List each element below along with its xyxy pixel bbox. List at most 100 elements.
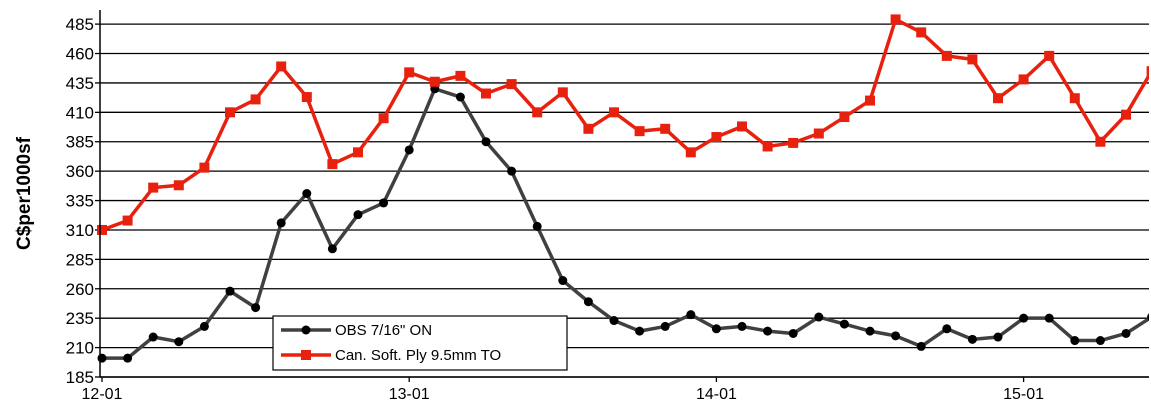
data-point: [148, 182, 159, 193]
data-point: [429, 76, 440, 87]
data-point: [967, 334, 977, 344]
data-point: [634, 126, 645, 137]
data-point: [1044, 50, 1055, 61]
data-point: [97, 224, 107, 235]
y-tick-label: 435: [66, 74, 94, 93]
data-point: [839, 112, 850, 123]
data-point: [327, 159, 338, 170]
data-point: [225, 286, 235, 296]
data-point: [557, 87, 568, 98]
series-1: [97, 14, 1149, 235]
data-point: [481, 137, 491, 147]
data-point: [199, 162, 210, 173]
data-point: [174, 337, 184, 347]
data-point: [173, 180, 184, 191]
data-point: [762, 141, 773, 152]
y-axis-ticks: 185 210 235 260 285 310 335 360 385 410 435 460 485: [66, 15, 100, 387]
data-point: [455, 70, 466, 81]
data-point: [891, 331, 901, 341]
y-tick-label: 410: [66, 103, 94, 122]
y-tick-label: 310: [66, 221, 94, 240]
data-point: [1044, 313, 1054, 323]
data-point: [251, 303, 261, 313]
y-tick-label: 385: [66, 133, 94, 152]
data-point: [532, 107, 543, 118]
data-point: [635, 326, 645, 336]
data-point: [583, 123, 594, 134]
data-point: [532, 221, 542, 231]
data-point: [1121, 109, 1131, 120]
y-tick-label: 335: [66, 192, 94, 211]
legend: OBS 7/16" ON Can. Soft. Ply 9.5mm TO: [272, 315, 568, 371]
y-tick-label: 260: [66, 280, 94, 299]
y-axis-label: C$per1000sf: [14, 136, 35, 250]
data-point: [942, 324, 952, 334]
series-line: [101, 17, 1149, 232]
data-point: [148, 332, 158, 342]
data-point: [916, 27, 927, 38]
data-point: [199, 321, 209, 331]
data-point: [609, 316, 619, 326]
data-point: [1095, 336, 1105, 346]
data-point: [763, 326, 773, 336]
data-point: [993, 332, 1003, 342]
legend-box: [272, 315, 568, 371]
data-point: [302, 189, 312, 198]
data-point: [1069, 93, 1080, 104]
data-point: [276, 218, 286, 228]
data-point: [686, 310, 696, 320]
data-point: [685, 147, 696, 158]
data-point: [788, 328, 798, 338]
data-point: [583, 297, 593, 307]
data-point: [250, 94, 261, 105]
x-tick-label: 13-01: [389, 386, 430, 403]
data-point: [1018, 74, 1029, 85]
data-point: [507, 166, 517, 176]
data-point: [353, 210, 363, 220]
data-point: [1121, 328, 1131, 338]
legend-label: OBS 7/16" ON: [335, 322, 432, 339]
data-point: [123, 353, 133, 363]
data-point: [353, 147, 363, 158]
x-tick-label: 15-01: [1003, 386, 1044, 403]
legend-label: Can. Soft. Ply 9.5mm TO: [335, 347, 501, 364]
data-point: [711, 132, 722, 143]
data-point: [558, 276, 568, 286]
data-point: [276, 61, 287, 72]
data-point: [814, 312, 824, 322]
data-point: [97, 353, 107, 363]
data-point: [506, 79, 517, 90]
data-point: [813, 128, 824, 139]
data-point: [993, 93, 1003, 104]
data-point: [890, 14, 901, 25]
y-tick-label: 210: [66, 339, 94, 358]
data-point: [404, 67, 415, 78]
data-point: [660, 123, 671, 134]
data-point: [660, 321, 670, 331]
data-point: [737, 121, 747, 132]
data-point: [404, 145, 414, 155]
legend-swatch-marker: [301, 350, 311, 360]
data-point: [1095, 136, 1106, 147]
series-layer: [97, 14, 1149, 363]
data-point: [788, 137, 799, 148]
data-point: [1019, 313, 1029, 323]
y-tick-label: 360: [66, 162, 94, 181]
legend-swatch-marker: [301, 325, 311, 335]
data-point: [839, 319, 849, 329]
data-point: [378, 113, 389, 124]
data-point: [327, 244, 337, 254]
y-tick-label: 285: [66, 250, 94, 269]
data-point: [967, 54, 978, 65]
data-point: [455, 92, 465, 102]
data-point: [1147, 313, 1149, 321]
data-point: [916, 341, 926, 351]
data-point: [1070, 336, 1080, 346]
data-point: [941, 50, 952, 61]
data-point: [711, 324, 721, 334]
series-0: [97, 84, 1149, 363]
data-point: [1146, 66, 1149, 77]
data-point: [609, 107, 619, 118]
data-point: [481, 88, 491, 99]
